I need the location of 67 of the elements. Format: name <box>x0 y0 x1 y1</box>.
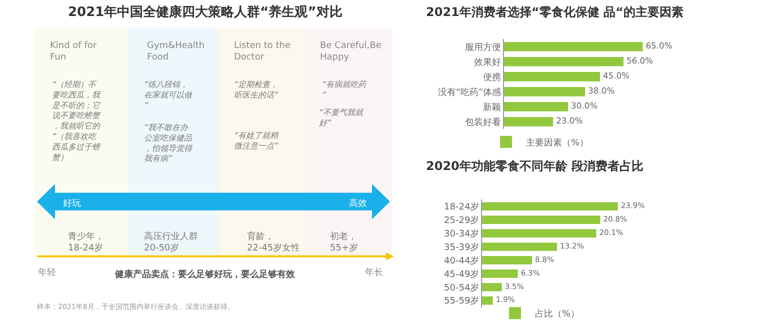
bar <box>482 202 618 211</box>
data-label: 23.0% <box>556 116 583 126</box>
y-tick-label: 新颖 <box>483 102 502 113</box>
text: 高压行业人群 20-50岁 <box>144 231 198 254</box>
data-label: 38.0% <box>588 86 615 96</box>
data-label: 20.8% <box>603 214 628 224</box>
text: “我不敢在办公室吃保健品，怕领导觉得我有病” <box>144 123 193 164</box>
data-label: 20.1% <box>599 228 624 237</box>
text: Gym&Health Food <box>147 41 205 63</box>
y-tick-label: 服用方便 <box>465 42 502 53</box>
y-tick-label: 18-24岁 <box>444 202 480 213</box>
data-label: 65.0% <box>646 40 672 51</box>
bar <box>482 229 596 238</box>
y-tick-label: 55-59岁 <box>444 296 480 307</box>
text: 年长 <box>365 267 383 278</box>
data-label: 1.9% <box>496 295 515 304</box>
text: “定期检查，听医生的话” <box>234 80 279 100</box>
y-tick-label: 35-39岁 <box>444 242 480 253</box>
bar <box>482 269 518 278</box>
text: 好玩 <box>63 198 81 209</box>
y-tick-label: 25-29岁 <box>444 214 480 226</box>
bar <box>482 282 502 292</box>
bar <box>504 117 554 126</box>
text: 育龄， 22-45岁女性 <box>247 231 300 254</box>
text: 青少年， 18-24岁 <box>68 231 104 254</box>
data-label: 8.8% <box>535 254 554 264</box>
bar <box>504 57 624 66</box>
bar <box>482 296 493 305</box>
data-label: 30.0% <box>571 100 598 111</box>
data-label: 23.9% <box>620 201 645 210</box>
text: “练八段锦，在家就可以做” <box>144 80 193 110</box>
text: “（经期）不要吃西瓜，我是不听的；它说不要吃螃蟹，我就听它的”（我喜欢吃西瓜多过于螃蟹） <box>52 80 102 162</box>
text: 2021年中国全健康四大策略人群“养生观”对比 <box>68 4 342 20</box>
data-label: 13.2% <box>560 241 584 250</box>
y-tick-label: 50-54岁 <box>444 282 480 294</box>
y-tick-label: 包装好看 <box>465 116 502 128</box>
bar <box>482 242 558 251</box>
bar <box>504 87 586 96</box>
text: “不要气我就好” <box>318 108 364 128</box>
y-tick-label: 便携 <box>483 72 502 83</box>
bar <box>482 216 600 224</box>
bar <box>504 102 568 112</box>
bar <box>504 42 643 52</box>
y-tick-label: 没有“吃药”体感 <box>438 86 502 98</box>
data-label: 6.3% <box>520 268 540 278</box>
legend-label: 主要因素（%） <box>526 137 589 148</box>
data-label: 56.0% <box>626 56 654 66</box>
text: Listen to the Doctor <box>234 41 291 63</box>
text: “有娃了就稍微注意一点” <box>234 131 280 150</box>
text: Be Careful,Be Happy <box>320 41 382 63</box>
y-tick-label: 30-34岁 <box>444 228 480 240</box>
data-label: 45.0% <box>603 70 630 81</box>
y-tick-label: 45-49岁 <box>444 268 480 280</box>
chart-title: 2021年消费者选择“零食化保健 品“的主要因素 <box>426 5 684 19</box>
bar <box>482 256 532 264</box>
text: 高效 <box>349 198 367 209</box>
text: 初老， 55+岁 <box>330 231 358 254</box>
data-label: 3.5% <box>504 282 524 291</box>
text: Kind of for Fun <box>50 41 97 63</box>
legend-label: 占比（%） <box>535 308 580 320</box>
text: 健康产品卖点：要么足够好玩，要么足够有效 <box>114 269 296 280</box>
chart-title: 2020年功能零食不同年龄 段消费者占比 <box>426 159 644 173</box>
y-tick-label: 40-44岁 <box>444 255 480 266</box>
y-tick-label: 效果好 <box>474 56 502 68</box>
text: “有病就吃药” <box>322 80 368 100</box>
bar <box>504 72 600 82</box>
text: 年轻 <box>38 267 56 278</box>
